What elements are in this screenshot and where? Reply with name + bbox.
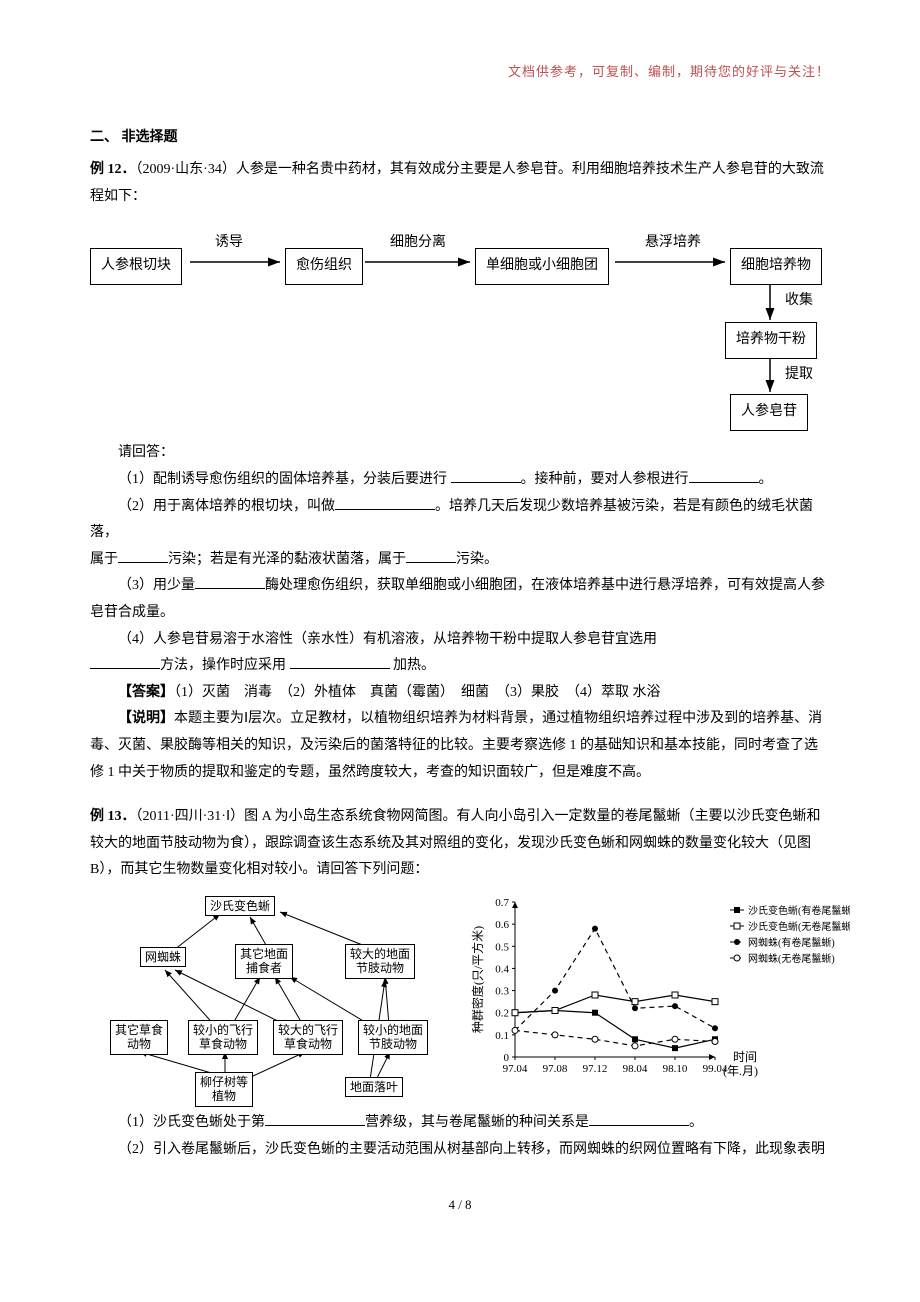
q4c: 加热。: [390, 658, 436, 673]
ans-text: （1）灭菌 消毒 （2）外植体 真菌（霉菌） 细菌 （3）果胶 （4）萃取 水浴: [174, 685, 661, 700]
fw-node-pred: 其它地面 捕食者: [235, 944, 293, 979]
fc-label-extract: 提取: [785, 362, 813, 389]
svg-text:0.6: 0.6: [495, 919, 509, 931]
ex12-intro: 例 12．（2009·山东·34）人参是一种名贵中药材，其有效成分主要是人参皂苷…: [90, 157, 830, 210]
blank: [451, 468, 521, 483]
blank: [689, 468, 759, 483]
fw-node-smallarth: 较小的地面 节肢动物: [358, 1020, 428, 1055]
q1c: 。: [759, 472, 773, 487]
ex12-q2: （2）用于离体培养的根切块，叫做。培养几天后发现少数培养基被污染，若是有颜色的绒…: [90, 494, 830, 547]
q2: （2）引入卷尾鬣蜥后，沙氏变色蜥的主要活动范围从树基部向上转移，而网蜘蛛的织网位…: [118, 1142, 825, 1157]
q2a: （2）用于离体培养的根切块，叫做: [118, 499, 335, 514]
spacer: [90, 786, 830, 804]
fc-label-sep: 细胞分离: [390, 230, 446, 257]
svg-text:沙氏变色蜥(有卷尾鬣蜥): 沙氏变色蜥(有卷尾鬣蜥): [748, 904, 850, 917]
svg-text:网蜘蛛(无卷尾鬣蜥): 网蜘蛛(无卷尾鬣蜥): [748, 952, 835, 965]
ex12-q4: （4）人参皂苷易溶于水溶性（亲水性）有机溶液，从培养物干粉中提取人参皂苷宜选用: [90, 627, 830, 654]
fw-node-lizard: 沙氏变色蜥: [205, 896, 275, 916]
fc-label-susp: 悬浮培养: [645, 230, 701, 257]
ex13-label: 例 13．: [90, 809, 136, 824]
ex13-q2: （2）引入卷尾鬣蜥后，沙氏变色蜥的主要活动范围从树基部向上转移，而网蜘蛛的织网位…: [90, 1137, 830, 1164]
ex12-answer: 【答案】（1）灭菌 消毒 （2）外植体 真菌（霉菌） 细菌 （3）果胶 （4）萃…: [90, 680, 830, 707]
ex12-qprefix: 请回答：: [90, 440, 830, 467]
fc-label-collect: 收集: [785, 288, 813, 315]
svg-text:0.1: 0.1: [495, 1030, 509, 1042]
foodweb-arrows: [110, 892, 460, 1102]
blank: [406, 548, 456, 563]
page: 文档供参考，可复制、编制，期待您的好评与关注！ 二、 非选择题 例 12．（20…: [0, 0, 920, 1258]
fc-box-root: 人参根切块: [90, 248, 182, 285]
population-chart: 00.10.20.30.40.50.60.797.0497.0897.1298.…: [470, 892, 850, 1092]
svg-text:0.2: 0.2: [495, 1008, 509, 1020]
svg-text:0.3: 0.3: [495, 986, 509, 998]
q1a: （1）配制诱导愈伤组织的固体培养基，分装后要进行: [118, 472, 451, 487]
svg-text:0.4: 0.4: [495, 963, 509, 975]
fc-box-culture: 细胞培养物: [730, 248, 822, 285]
svg-text:0.5: 0.5: [495, 941, 509, 953]
svg-text:网蜘蛛(有卷尾鬣蜥): 网蜘蛛(有卷尾鬣蜥): [748, 936, 835, 949]
blank: [290, 654, 390, 669]
ex13-source: （2011·四川·31·Ⅰ）: [136, 809, 245, 824]
fc-box-saponin: 人参皂苷: [730, 394, 808, 431]
ex12-source: （2009·山东·34）: [136, 162, 236, 177]
fc-box-powder: 培养物干粉: [725, 322, 817, 359]
fw-node-plant: 柳仔树等 植物: [195, 1072, 253, 1107]
svg-text:种群密度(只/平方米): 种群密度(只/平方米): [470, 926, 485, 1033]
fw-node-herb: 其它草食 动物: [110, 1020, 168, 1055]
svg-text:沙氏变色蜥(无卷尾鬣蜥): 沙氏变色蜥(无卷尾鬣蜥): [748, 920, 850, 933]
fw-node-leaf: 地面落叶: [345, 1077, 403, 1097]
page-footer: 4 / 8: [90, 1193, 830, 1218]
svg-text:时间: 时间: [733, 1050, 757, 1064]
q2c: 属于: [90, 552, 118, 567]
q3a: （3）用少量: [118, 578, 195, 593]
ex12-q4-cont: 方法，操作时应采用 加热。: [90, 653, 830, 680]
flowchart-arrows: [90, 220, 830, 440]
q4a: （4）人参皂苷易溶于水溶性（亲水性）有机溶液，从培养物干粉中提取人参皂苷宜选用: [118, 632, 657, 647]
fw-node-smallfly: 较小的飞行 草食动物: [188, 1020, 258, 1055]
ans-label: 【答案】: [118, 685, 174, 700]
svg-text:(年.月): (年.月): [723, 1064, 758, 1078]
foodweb: 沙氏变色蜥 网蜘蛛 其它地面 捕食者 较大的地面 节肢动物 其它草食 动物 较小…: [110, 892, 460, 1102]
ex12-note: 【说明】本题主要为Ⅰ层次。立足教材，以植物组织培养为材料背景，通过植物组织培养过…: [90, 706, 830, 786]
q1a: （1）沙氏变色蜥处于第: [118, 1115, 265, 1130]
ex12-q3: （3）用少量酶处理愈伤组织，获取单细胞或小细胞团，在液体培养基中进行悬浮培养，可…: [90, 573, 830, 626]
q1c: 。: [689, 1115, 703, 1130]
fw-node-bigarth: 较大的地面 节肢动物: [345, 944, 415, 979]
q2e: 污染。: [456, 552, 498, 567]
chart-svg: 00.10.20.30.40.50.60.797.0497.0897.1298.…: [470, 892, 850, 1092]
svg-text:97.08: 97.08: [543, 1063, 568, 1075]
svg-text:97.04: 97.04: [503, 1063, 528, 1075]
blank: [195, 574, 265, 589]
svg-text:98.04: 98.04: [623, 1063, 648, 1075]
svg-text:0.7: 0.7: [495, 897, 509, 909]
flowchart: 人参根切块 愈伤组织 单细胞或小细胞团 细胞培养物 培养物干粉 人参皂苷 诱导 …: [90, 220, 830, 440]
note-label: 【说明】: [118, 711, 174, 726]
blank: [335, 495, 435, 510]
svg-text:98.10: 98.10: [663, 1063, 688, 1075]
ex13-q1: （1）沙氏变色蜥处于第 营养级，其与卷尾鬣蜥的种间关系是 。: [90, 1110, 830, 1137]
header-note: 文档供参考，可复制、编制，期待您的好评与关注！: [90, 60, 830, 85]
svg-text:97.12: 97.12: [583, 1063, 608, 1075]
q1b: 。接种前，要对人参根进行: [521, 472, 689, 487]
ex12-label: 例 12．: [90, 162, 136, 177]
blank: [118, 548, 168, 563]
q2d: 污染；若是有光泽的黏液状菌落，属于: [168, 552, 406, 567]
ex12-q1: （1）配制诱导愈伤组织的固体培养基，分装后要进行 。接种前，要对人参根进行 。: [90, 467, 830, 494]
fc-box-callus: 愈伤组织: [285, 248, 363, 285]
fc-label-induce: 诱导: [215, 230, 243, 257]
blank: [90, 654, 160, 669]
q1b: 营养级，其与卷尾鬣蜥的种间关系是: [365, 1115, 589, 1130]
fw-node-bigfly: 较大的飞行 草食动物: [273, 1020, 343, 1055]
fc-box-cells: 单细胞或小细胞团: [475, 248, 609, 285]
ex13-intro: 例 13．（2011·四川·31·Ⅰ）图 A 为小岛生态系统食物网简图。有人向小…: [90, 804, 830, 884]
note-text: 本题主要为Ⅰ层次。立足教材，以植物组织培养为材料背景，通过植物组织培养过程中涉及…: [90, 711, 822, 779]
fw-node-spider: 网蜘蛛: [140, 947, 186, 967]
figure-block: 沙氏变色蜥 网蜘蛛 其它地面 捕食者 较大的地面 节肢动物 其它草食 动物 较小…: [110, 892, 830, 1102]
ex12-q2-cont: 属于 污染；若是有光泽的黏液状菌落，属于 污染。: [90, 547, 830, 574]
blank: [265, 1111, 365, 1126]
blank: [589, 1111, 689, 1126]
q4b: 方法，操作时应采用: [160, 658, 290, 673]
section-title: 二、 非选择题: [90, 125, 830, 152]
